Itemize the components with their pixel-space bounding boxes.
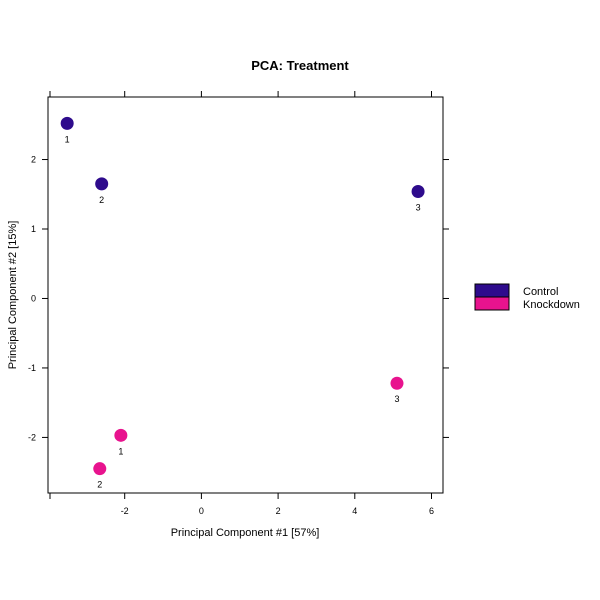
legend-swatch [474,296,510,311]
data-points: 1 2 3 1 2 3 [60,116,425,490]
y-tick-label: 2 [31,155,36,165]
y-tick-label: -1 [28,363,36,373]
data-point [114,428,128,442]
legend-swatch [474,283,510,298]
x-tick-label: -2 [121,506,129,516]
data-point [60,116,74,130]
x-tick-label: 6 [429,506,434,516]
y-tick-label: -2 [28,432,36,442]
data-point [93,462,107,476]
y-tick-label: 0 [31,293,36,303]
point-label: 2 [97,480,102,490]
data-point [95,177,109,191]
x-tick-label: 0 [199,506,204,516]
axis-ticks [42,91,449,499]
data-point [411,184,425,198]
tick-labels: -2 0 2 4 6 -2 -1 0 1 2 [28,155,434,516]
legend-label: Control [523,286,558,298]
point-label: 2 [99,195,104,205]
plot-area [47,96,444,494]
point-label: 1 [118,446,123,456]
point-label: 1 [65,134,70,144]
x-tick-label: 2 [276,506,281,516]
data-point [390,376,404,390]
chart-title: PCA: Treatment [251,58,349,73]
x-tick-label: 4 [352,506,357,516]
point-label: 3 [416,202,421,212]
y-tick-label: 1 [31,224,36,234]
x-axis-label: Principal Component #1 [57%] [171,527,320,539]
y-axis-label: Principal Component #2 [15%] [7,221,19,370]
legend-label: Knockdown [523,299,580,311]
point-label: 3 [394,394,399,404]
